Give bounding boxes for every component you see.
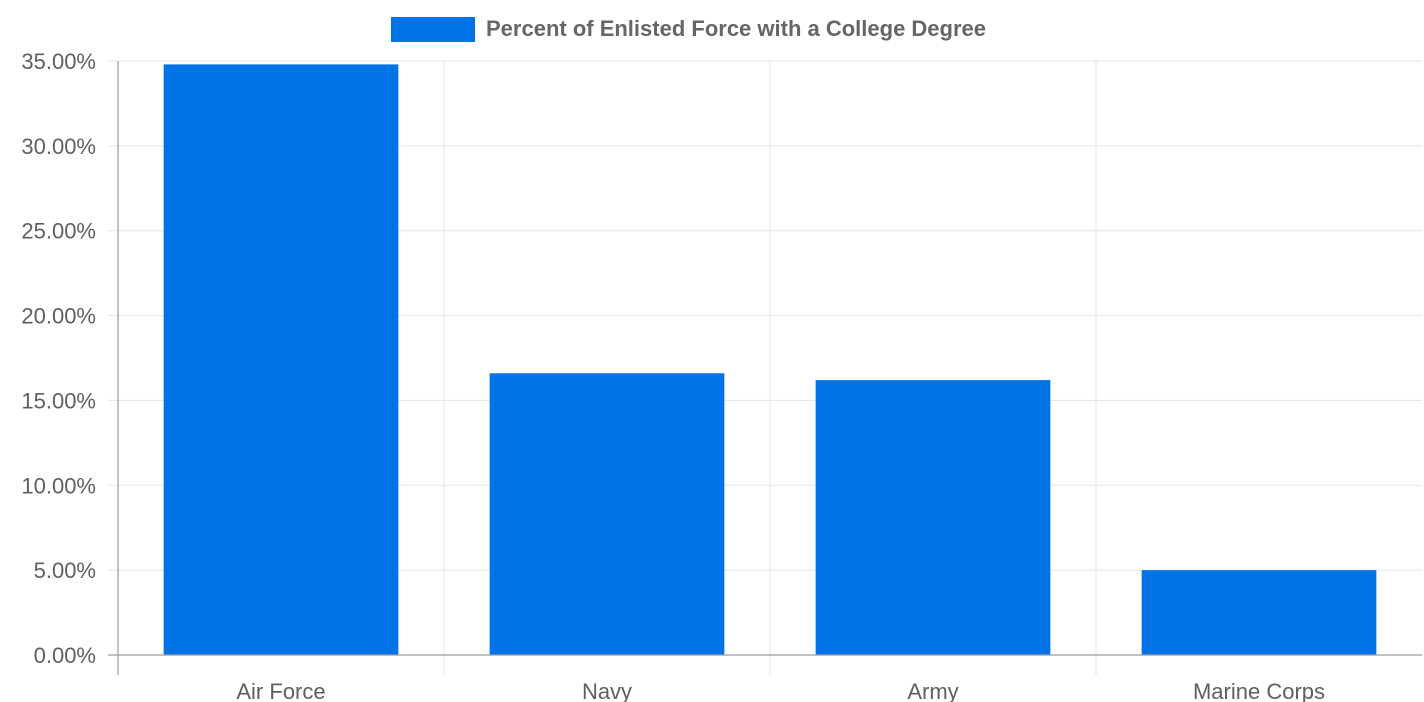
x-tick-label: Air Force <box>236 679 325 702</box>
y-tick-label: 10.00% <box>21 473 96 498</box>
legend-swatch[interactable] <box>391 17 475 42</box>
legend-label[interactable]: Percent of Enlisted Force with a College… <box>486 16 986 41</box>
y-tick-label: 20.00% <box>21 304 96 329</box>
y-tick-label: 0.00% <box>34 643 96 668</box>
x-tick-label: Navy <box>582 679 632 702</box>
y-tick-label: 35.00% <box>21 49 96 74</box>
x-tick-label: Army <box>907 679 958 702</box>
y-tick-labels: 0.00% 5.00% 10.00% 15.00% 20.00% 25.00% 30.00%… <box>21 49 96 668</box>
x-tick-labels: Air Force Navy Army Marine Corps <box>236 679 1325 702</box>
y-tick-label: 15.00% <box>21 388 96 413</box>
bars <box>163 64 1377 655</box>
x-tick-label: Marine Corps <box>1193 679 1325 702</box>
y-tick-label: 5.00% <box>34 558 96 583</box>
y-tick-label: 30.00% <box>21 134 96 159</box>
bar-air-force[interactable] <box>163 64 399 655</box>
bar-navy[interactable] <box>489 373 725 655</box>
axes <box>108 61 1422 675</box>
bar-marine-corps[interactable] <box>1141 570 1377 655</box>
y-tick-label: 25.00% <box>21 219 96 244</box>
legend[interactable]: Percent of Enlisted Force with a College… <box>391 16 986 42</box>
bar-army[interactable] <box>815 380 1051 655</box>
